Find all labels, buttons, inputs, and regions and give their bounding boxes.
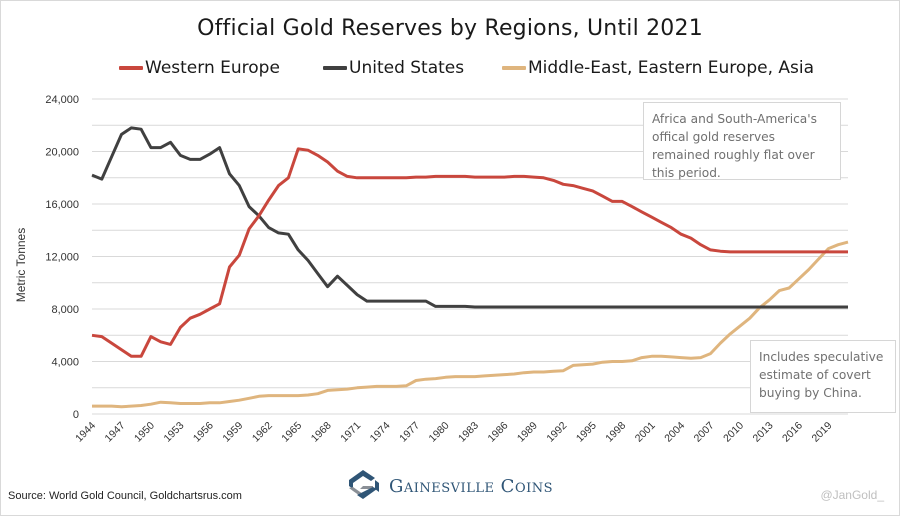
source-credit: Source: World Gold Council, Goldchartsru…	[8, 490, 242, 502]
y-tick-label: 12,000	[45, 252, 79, 264]
x-tick-label: 1977	[397, 420, 422, 445]
x-tick-label: 1968	[309, 420, 334, 445]
annotation-china-estimate: Includes speculative estimate of covert …	[750, 340, 896, 413]
annotation-africa-south-america: Africa and South-America's offical gold …	[643, 102, 841, 180]
x-tick-label: 1983	[456, 420, 481, 445]
x-tick-label: 1980	[427, 420, 452, 445]
x-tick-label: 1971	[338, 420, 363, 445]
x-tick-label: 2013	[751, 420, 776, 445]
y-tick-label: 20,000	[45, 147, 79, 159]
x-tick-label: 1986	[485, 420, 510, 445]
y-tick-labels: 0 4,000 8,000 12,000 16,000 20,000 24,000	[45, 94, 79, 421]
series-line-united-states	[91, 126, 848, 309]
legend-label-asia: Middle-East, Eastern Europe, Asia	[528, 58, 815, 78]
x-tick-labels: 1944 1947 1950 1953 1956 1959 1962 1965 1968 1971…	[73, 420, 834, 445]
x-tick-label: 1965	[279, 420, 304, 445]
x-tick-label: 1950	[132, 420, 157, 445]
legend-item-united-states: United States	[323, 58, 464, 78]
x-tick-label: 1995	[574, 420, 599, 445]
x-tick-label: 2007	[692, 420, 717, 445]
y-tick-label: 4,000	[51, 357, 79, 369]
x-tick-label: 1956	[191, 420, 216, 445]
x-tick-label: 2016	[780, 420, 805, 445]
y-tick-label: 16,000	[45, 199, 79, 211]
legend-label-western-europe: Western Europe	[145, 58, 280, 78]
x-tick-label: 1992	[544, 420, 569, 445]
x-tick-label: 1947	[103, 420, 128, 445]
brand-logo: Gainesville Coins	[345, 468, 553, 504]
legend-swatch-asia	[502, 66, 526, 70]
x-tick-label: 1959	[220, 420, 245, 445]
series-lines	[91, 126, 849, 409]
y-tick-label: 8,000	[51, 304, 79, 316]
author-handle: @JanGold_	[820, 488, 884, 502]
legend-item-western-europe: Western Europe	[119, 58, 280, 78]
x-tick-label: 2004	[662, 420, 687, 445]
legend-swatch-united-states	[323, 66, 347, 70]
x-tick-label: 2001	[633, 420, 658, 445]
legend-swatch-western-europe	[119, 66, 143, 70]
x-tick-label: 1962	[250, 420, 275, 445]
x-tick-label: 1974	[368, 420, 393, 445]
legend-item-asia: Middle-East, Eastern Europe, Asia	[502, 58, 814, 78]
x-tick-label: 1953	[161, 420, 186, 445]
chart-legend: Western Europe United States Middle-East…	[0, 58, 900, 82]
brand-name: Gainesville Coins	[389, 475, 554, 497]
y-tick-label: 0	[73, 409, 79, 421]
x-tick-label: 1944	[73, 420, 98, 445]
x-tick-label: 1998	[603, 420, 628, 445]
y-tick-label: 24,000	[45, 94, 79, 106]
series-line-middle-east-eastern-europe-asia	[92, 240, 849, 409]
legend-label-united-states: United States	[349, 58, 465, 78]
chart-title: Official Gold Reserves by Regions, Until…	[197, 16, 703, 41]
x-tick-label: 2010	[721, 420, 746, 445]
x-tick-label: 2019	[809, 420, 834, 445]
series-line-western-europe	[91, 147, 848, 358]
gainesville-coins-logo-icon	[349, 470, 379, 499]
x-tick-label: 1989	[515, 420, 540, 445]
